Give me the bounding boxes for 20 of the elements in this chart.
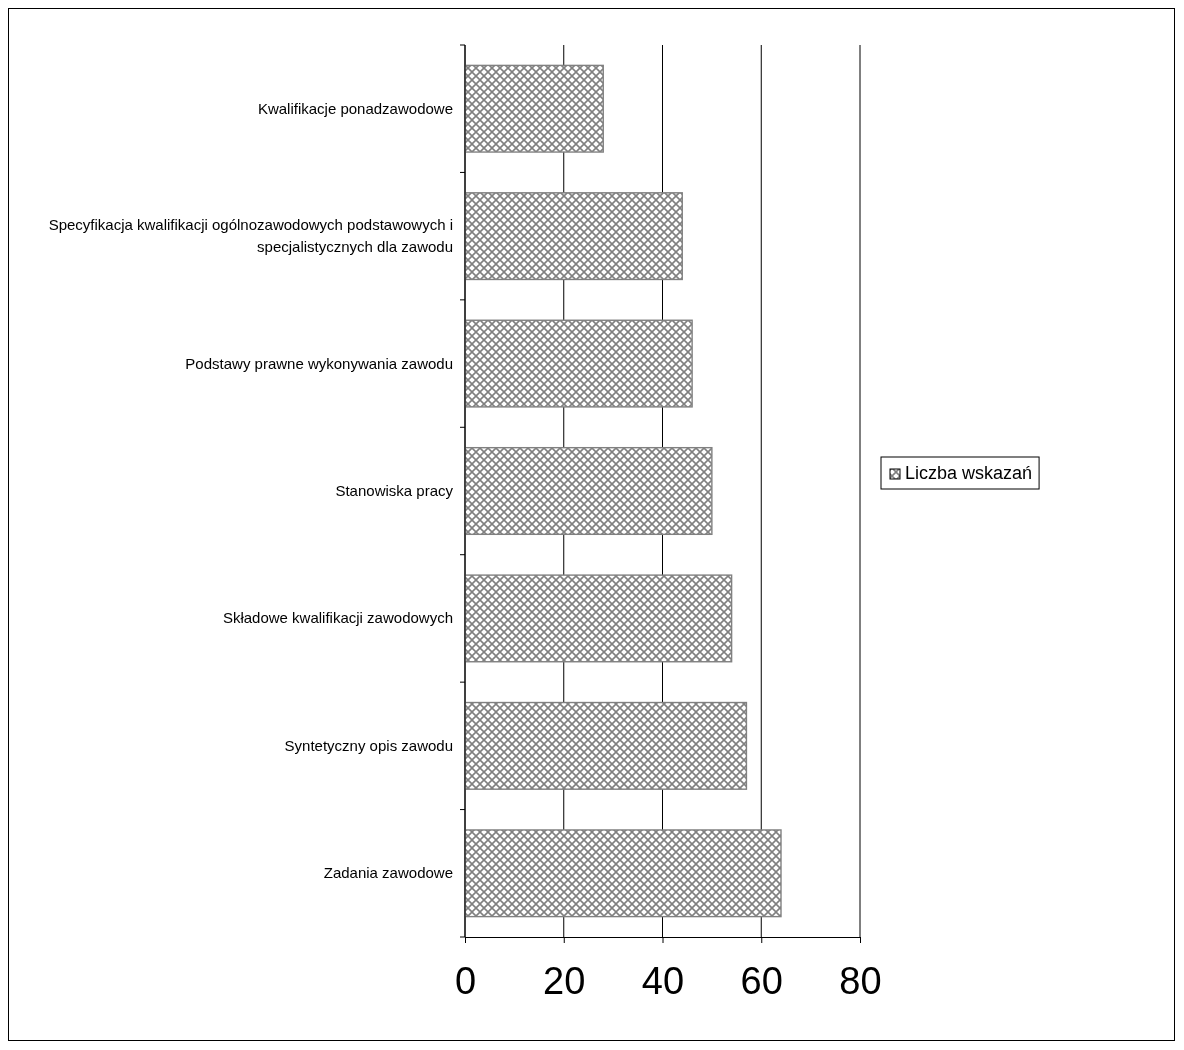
bar: [464, 64, 604, 153]
y-tick-label: Stanowiska pracy: [335, 482, 454, 499]
x-tick-label: 40: [641, 959, 685, 1002]
bar: [464, 574, 733, 663]
x-tick-label: 0: [454, 959, 477, 1002]
bar: [464, 701, 748, 790]
bar: [464, 446, 713, 536]
y-tick-label: Kwalifikacje ponadzawodowe: [257, 99, 453, 117]
y-tick-label: Zadania zawodowe: [323, 864, 453, 882]
bar: [464, 319, 693, 408]
y-tick-label: Składowe kwalifikacji zawodowych: [222, 609, 453, 627]
y-tick-label: Syntetyczny opis zawodu: [284, 736, 453, 754]
x-tick-label: 20: [543, 959, 586, 1002]
x-tick-label: 60: [740, 959, 783, 1002]
y-tick-label: Podstawy prawne wykonywania zawodu: [185, 354, 453, 372]
bar: [464, 829, 782, 918]
legend-label: Liczba wskazań: [905, 463, 1033, 483]
bar: [464, 192, 683, 281]
x-tick-label: 80: [839, 959, 882, 1002]
y-tick-label: Specyfikacja kwalifikacji ogólnozawodowych podstawowych i specjalistycznych dla zawodu: [48, 216, 453, 256]
